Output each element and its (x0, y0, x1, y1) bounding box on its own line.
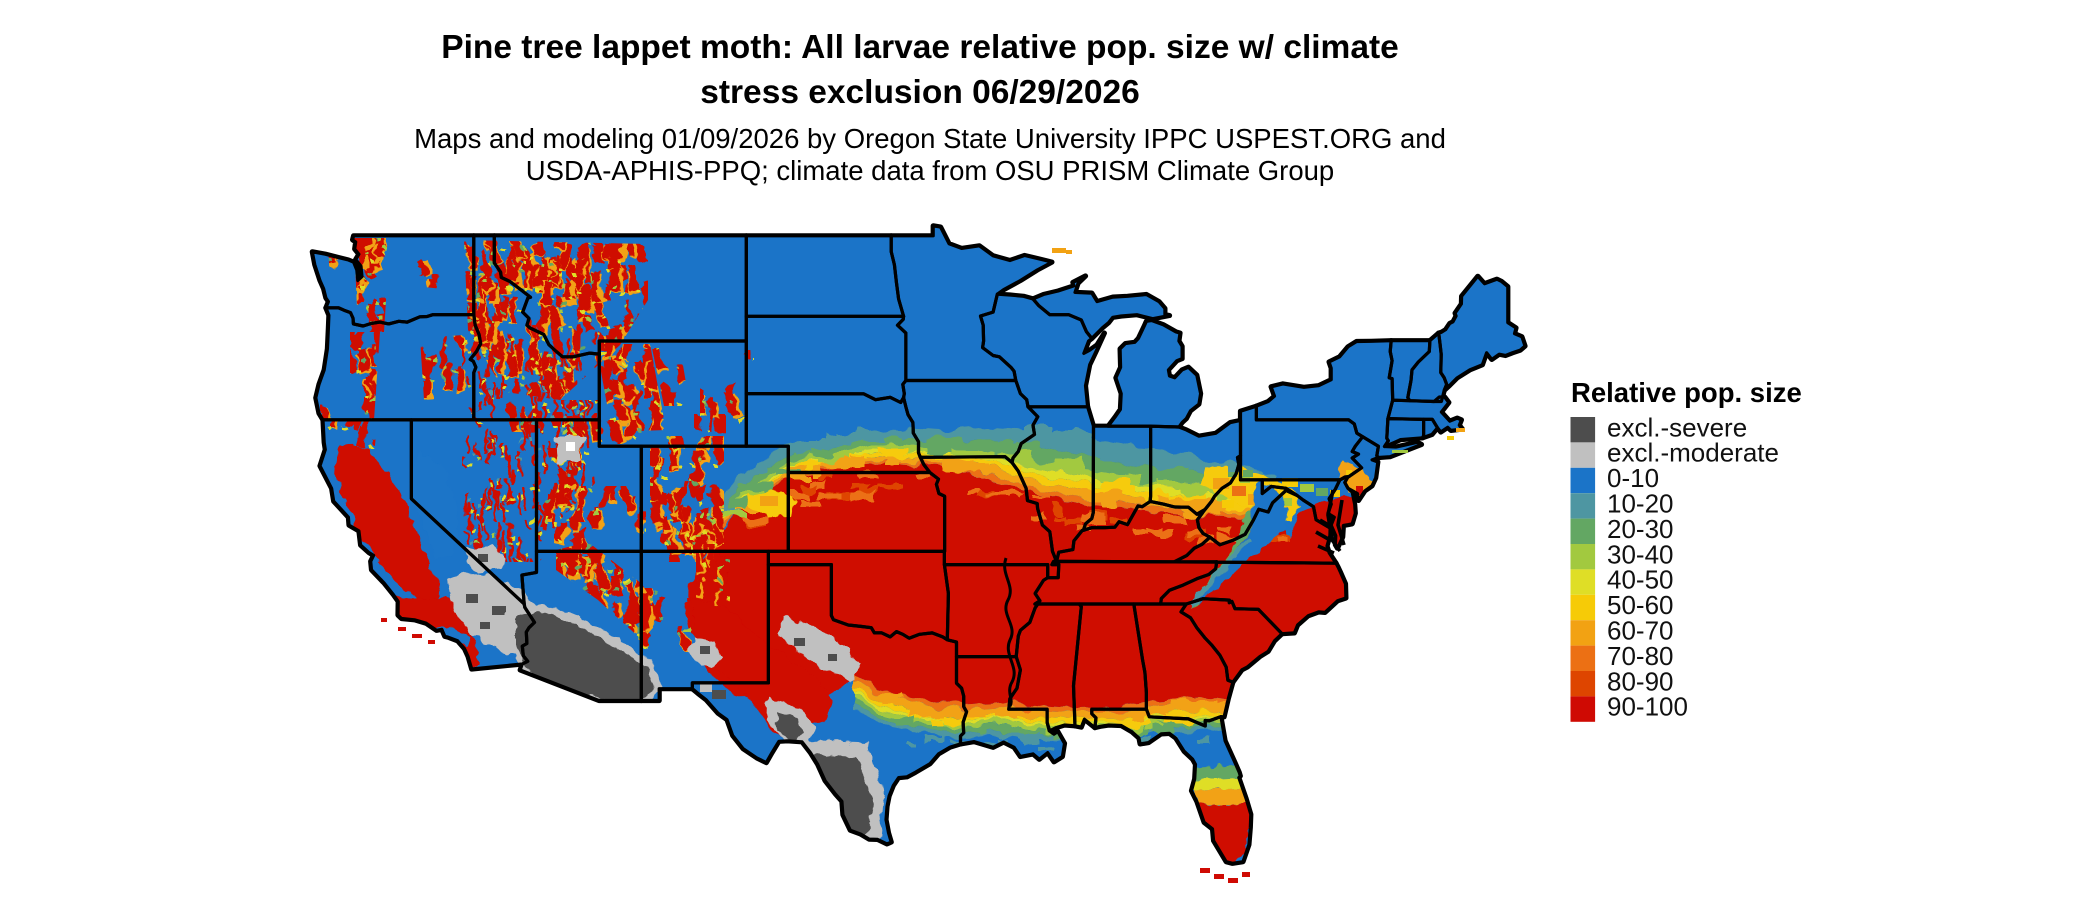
svg-text:USDA-APHIS-PPQ; climate data f: USDA-APHIS-PPQ; climate data from OSU PR… (526, 155, 1334, 186)
svg-text:Maps and modeling 01/09/2026 b: Maps and modeling 01/09/2026 by Oregon S… (414, 123, 1446, 154)
svg-text:0-10: 0-10 (1607, 463, 1659, 493)
svg-text:50-60: 50-60 (1607, 590, 1674, 620)
svg-text:Pine tree lappet moth: All lar: Pine tree lappet moth: All larvae relati… (441, 29, 1399, 66)
svg-text:70-80: 70-80 (1607, 641, 1674, 671)
svg-text:Relative pop. size: Relative pop. size (1571, 377, 1802, 408)
svg-text:stress exclusion 06/29/2026: stress exclusion 06/29/2026 (700, 74, 1140, 111)
svg-text:20-30: 20-30 (1607, 514, 1674, 544)
svg-text:10-20: 10-20 (1607, 489, 1674, 519)
svg-text:excl.-moderate: excl.-moderate (1607, 438, 1779, 468)
svg-text:30-40: 30-40 (1607, 539, 1674, 569)
svg-text:90-100: 90-100 (1607, 692, 1688, 722)
svg-text:excl.-severe: excl.-severe (1607, 412, 1747, 442)
svg-text:40-50: 40-50 (1607, 565, 1674, 595)
svg-text:60-70: 60-70 (1607, 616, 1674, 646)
svg-text:80-90: 80-90 (1607, 666, 1674, 696)
